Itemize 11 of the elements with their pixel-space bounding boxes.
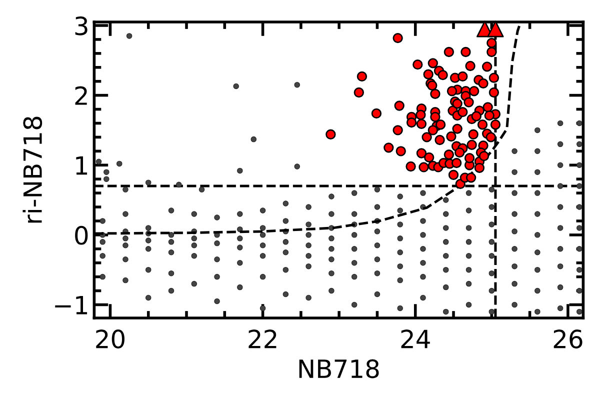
y-tick-label: 0 (75, 226, 88, 245)
x-tick-label: 26 (554, 330, 582, 348)
y-tick-label: −1 (55, 296, 88, 314)
x-tick-label: 22 (248, 330, 276, 348)
y-tick-label: 3 (75, 16, 88, 36)
x-axis-title: NB718 (299, 359, 379, 378)
x-tick-label: 20 (96, 330, 124, 348)
x-tick-label: 24 (401, 330, 430, 348)
y-axis-title: ri-NB718 (22, 116, 42, 223)
y-tick-label: 1 (76, 156, 88, 175)
y-tick-label: 2 (75, 86, 87, 105)
